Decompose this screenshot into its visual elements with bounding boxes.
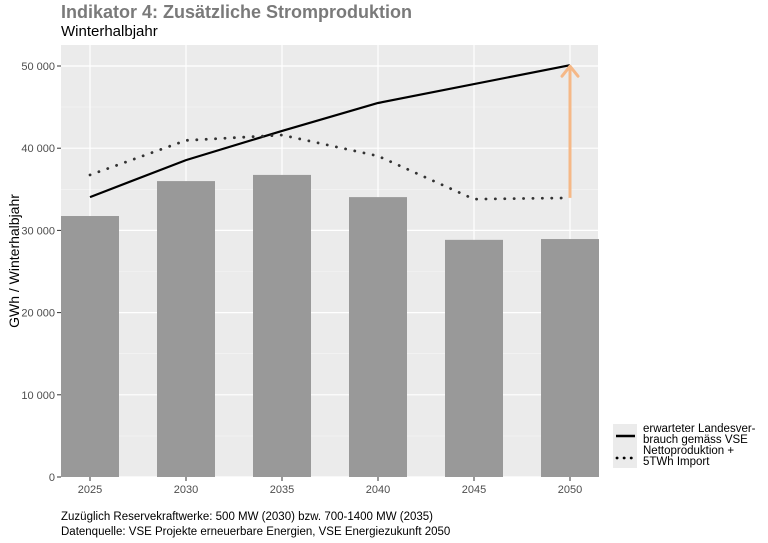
chart-title: Indikator 4: Zusätzliche Stromproduktion xyxy=(61,2,413,22)
x-tick-label: 2040 xyxy=(366,484,390,496)
plot-panel xyxy=(61,45,598,477)
x-tick-label: 2030 xyxy=(174,484,198,496)
bar-2050 xyxy=(541,239,599,477)
bar-2030 xyxy=(157,181,215,477)
bar-2035 xyxy=(253,174,311,478)
legend-label: 5TWh Import xyxy=(643,456,710,468)
bar-2045 xyxy=(445,239,503,477)
bars-group xyxy=(61,174,599,478)
y-tick-label: 30 000 xyxy=(21,225,55,237)
x-tick-label: 2045 xyxy=(462,484,486,496)
y-tick-label: 50 000 xyxy=(21,61,55,73)
bar-2025 xyxy=(61,216,119,477)
x-tick-label: 2035 xyxy=(270,484,294,496)
legend-label: Nettoproduktion + xyxy=(643,445,734,457)
caption-reserve: Zuzüglich Reservekraftwerke: 500 MW (203… xyxy=(61,511,433,523)
y-tick-label: 40 000 xyxy=(21,143,55,155)
series-line-nettoproduktion xyxy=(88,133,572,201)
caption-source: Datenquelle: VSE Projekte erneuerbare En… xyxy=(61,526,451,538)
legend-label: erwarteter Landesver- xyxy=(643,423,756,435)
arrow-annotation xyxy=(560,64,580,198)
y-tick-label: 0 xyxy=(49,472,55,484)
y-axis: 0 10 000 20 000 30 000 40 000 50 000 xyxy=(21,61,61,484)
arrow-head-icon xyxy=(560,64,580,78)
x-tick-label: 2050 xyxy=(558,484,582,496)
x-axis: 2025 2030 2035 2040 2045 2050 xyxy=(78,477,582,496)
series-line-landesverbrauch xyxy=(89,64,571,199)
x-tick-label: 2025 xyxy=(78,484,102,496)
grid-lines xyxy=(61,45,598,478)
bar-2040 xyxy=(349,197,407,477)
legend: erwarteter Landesver-brauch gemäss VSENe… xyxy=(613,423,756,468)
legend-label: brauch gemäss VSE xyxy=(643,434,748,446)
y-axis-label: GWh / Winterhalbjahr xyxy=(6,194,22,328)
y-tick-label: 10 000 xyxy=(21,390,55,402)
y-tick-label: 20 000 xyxy=(21,308,55,320)
lines-group xyxy=(88,64,572,201)
chart-subtitle: Winterhalbjahr xyxy=(61,23,158,40)
